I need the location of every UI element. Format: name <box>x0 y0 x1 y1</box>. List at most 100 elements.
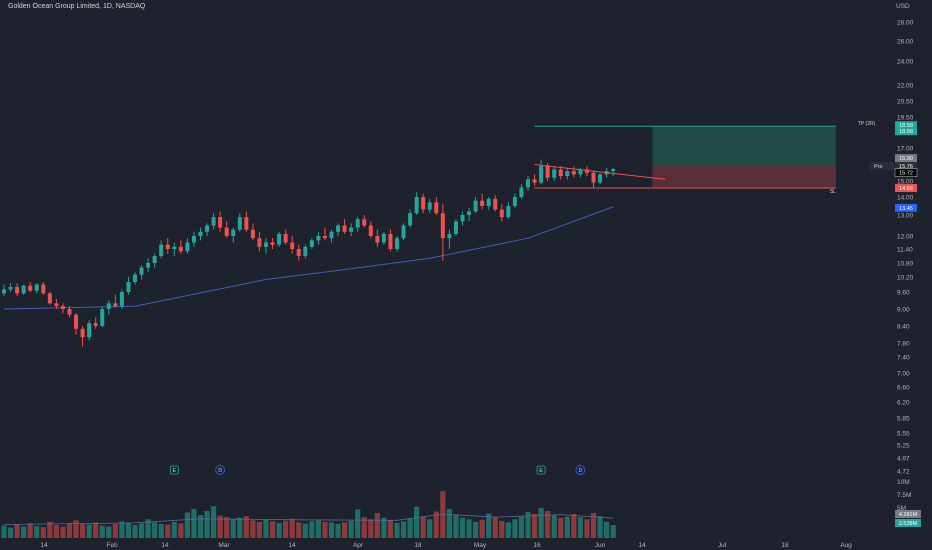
candle-body <box>499 209 504 218</box>
earnings-marker <box>169 465 179 475</box>
candle <box>480 193 485 210</box>
candle-body <box>558 169 563 177</box>
candle <box>172 242 177 256</box>
candle-body <box>264 242 268 247</box>
candle <box>381 231 386 245</box>
price-badge-value: 18.58 <box>899 123 913 129</box>
volume-bar <box>486 513 492 538</box>
candle-body <box>28 285 33 291</box>
event-marker-label: D <box>218 468 222 474</box>
x-tick-label: Feb <box>106 542 118 549</box>
x-tick-label: 18 <box>781 542 789 549</box>
volume-bar <box>446 508 452 538</box>
volume-bar <box>184 512 190 538</box>
candle-body <box>8 287 13 290</box>
candle <box>283 229 288 245</box>
volume-bar <box>466 519 472 538</box>
candle <box>93 317 98 329</box>
candle <box>322 227 327 241</box>
candle-body <box>93 323 98 326</box>
candle <box>565 167 570 180</box>
volume-bar <box>368 519 374 538</box>
volume-bar <box>584 519 590 538</box>
candle <box>539 159 544 185</box>
price-badge-ma <box>895 203 917 212</box>
candle-body <box>113 303 118 307</box>
volume-bar <box>256 521 263 538</box>
candle-body <box>41 284 46 294</box>
price-badge-bg <box>895 162 917 171</box>
y-tick-label: 14.00 <box>897 195 914 202</box>
candle-body <box>224 227 229 236</box>
candle-body <box>395 238 399 249</box>
volume-bar <box>158 523 164 538</box>
candle-body <box>205 225 210 232</box>
candle <box>277 231 282 247</box>
volume-bar <box>459 517 466 538</box>
price-badge-value: 18.58 <box>899 129 913 135</box>
price-badge-value: 15.76 <box>899 164 913 170</box>
candle <box>434 197 439 215</box>
candle-body <box>15 287 20 294</box>
y-tick-label: 15.00 <box>897 179 914 186</box>
volume-bar <box>545 510 551 538</box>
candle <box>198 227 203 241</box>
y-tick-label: 5.55 <box>897 431 910 438</box>
candle <box>316 231 321 245</box>
candle-body <box>60 306 65 309</box>
candle-body <box>526 179 530 188</box>
candle-body <box>250 229 255 239</box>
volume-bar <box>604 521 610 538</box>
price-badge-bg <box>895 184 917 193</box>
event-marker-label: E <box>539 468 543 474</box>
volume-bar <box>400 521 407 538</box>
candle-body <box>191 236 196 243</box>
volume-bar <box>348 520 354 538</box>
candle <box>336 223 341 236</box>
candle <box>237 213 242 232</box>
volume-bar <box>387 520 394 538</box>
candle-body <box>80 328 85 338</box>
currency-label: USD <box>896 3 910 10</box>
candle-body <box>539 166 544 183</box>
price-badge-entry <box>895 154 917 163</box>
candle <box>264 238 268 254</box>
candle <box>244 211 249 232</box>
price-badge-pre <box>870 162 917 171</box>
candle <box>165 238 170 254</box>
volume-bar <box>433 511 439 538</box>
volume-bar <box>191 508 197 538</box>
candle <box>47 292 52 305</box>
volume-bar <box>427 519 433 538</box>
moving-average-line <box>3 206 614 310</box>
candle <box>159 240 164 259</box>
candle-body <box>388 233 393 249</box>
candle-body <box>598 174 603 183</box>
x-tick-label: Jun <box>595 542 606 549</box>
volume-bar <box>499 520 505 538</box>
candle-body <box>447 233 452 239</box>
candle-body <box>67 309 72 315</box>
volume-bar <box>106 526 112 538</box>
volume-bar <box>21 526 27 538</box>
y-tick-label: 13.00 <box>897 213 914 220</box>
volume-bar <box>125 522 132 538</box>
candle-body <box>506 206 511 218</box>
volume-badge-value: 2.538M <box>899 521 918 527</box>
candle <box>408 209 413 228</box>
volume-bar <box>289 518 295 538</box>
candle <box>362 215 367 228</box>
candle <box>146 258 151 273</box>
candle-body <box>165 244 170 249</box>
y-tick-label: 12.00 <box>897 234 914 241</box>
volume-bar <box>538 507 544 538</box>
candle <box>205 223 210 236</box>
candle-body <box>159 244 164 256</box>
y-tick-label: 7.80 <box>897 341 910 348</box>
candle <box>532 174 537 186</box>
volume-bar <box>355 509 361 538</box>
y-tick-label: 8.40 <box>897 324 910 331</box>
price-badge-bg <box>894 168 918 177</box>
candle <box>211 213 216 230</box>
